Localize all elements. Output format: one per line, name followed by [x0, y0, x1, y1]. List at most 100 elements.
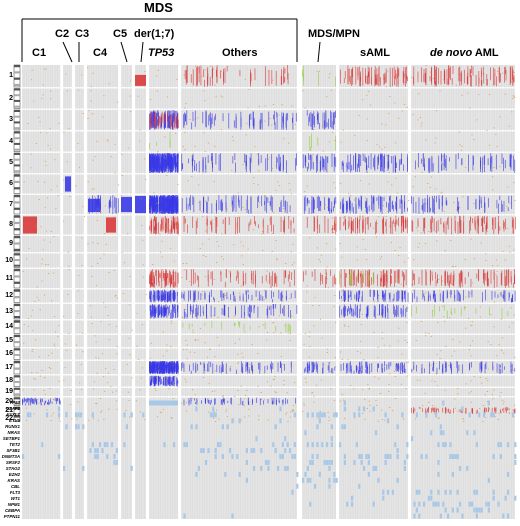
cnv-event: [190, 195, 191, 210]
small-event: [413, 259, 414, 260]
panel-der17-chr3: [135, 110, 146, 130]
mutation-cell: [368, 472, 370, 477]
cnv-event: [314, 111, 315, 124]
small-event: [405, 340, 406, 341]
cnv-event: [154, 216, 155, 222]
small-event: [496, 368, 497, 369]
mutation-cell: [433, 502, 435, 507]
panel-der17-chr16: [135, 349, 146, 360]
mutation-cell: [401, 412, 403, 417]
small-event: [471, 356, 472, 357]
mutation-cell: [333, 478, 335, 483]
small-event: [246, 123, 247, 124]
cnv-event: [250, 158, 251, 173]
ideogram-band: [14, 341, 20, 343]
small-event: [43, 94, 44, 95]
cnv-event: [267, 365, 268, 369]
cnv-event: [348, 306, 349, 311]
cnv-event: [239, 322, 240, 328]
small-event: [158, 70, 159, 71]
small-event: [232, 136, 233, 137]
cnv-event: [350, 291, 351, 294]
cnv-event: [476, 274, 477, 279]
cnv-event: [341, 364, 342, 371]
small-event: [198, 339, 199, 340]
small-event: [94, 156, 95, 157]
cnv-event: [200, 201, 201, 211]
small-event: [321, 338, 322, 339]
mutation-cell: [488, 508, 490, 513]
small-event: [502, 73, 503, 74]
mutation-cell: [481, 508, 483, 513]
small-event: [497, 271, 498, 272]
small-event: [290, 412, 291, 413]
mutation-cell: [58, 454, 60, 459]
small-event: [59, 381, 60, 382]
cnv-event: [167, 306, 168, 310]
small-event: [176, 79, 177, 80]
cnv-event: [343, 290, 344, 296]
cnv-event: [286, 291, 287, 301]
small-event: [235, 324, 236, 325]
cnv-event: [459, 293, 460, 302]
small-event: [492, 189, 493, 190]
small-event: [320, 319, 321, 320]
mutation-cell: [404, 460, 406, 465]
small-event: [397, 363, 398, 364]
cnv-event: [159, 291, 160, 301]
cnv-event: [156, 142, 157, 146]
cnv-event: [503, 220, 504, 229]
cnv-event: [313, 362, 314, 372]
cnv-event: [186, 269, 187, 279]
cnv-event: [365, 218, 366, 234]
mutation-cell: [239, 472, 241, 477]
cnv-event: [446, 362, 447, 372]
small-event: [54, 316, 55, 317]
cnv-event: [435, 272, 436, 279]
small-event: [233, 140, 234, 141]
cnv-event: [172, 365, 173, 372]
small-event: [161, 412, 162, 413]
small-event: [94, 196, 95, 197]
small-event: [48, 264, 49, 265]
mutation-cell: [457, 454, 459, 459]
cnv-event: [150, 362, 151, 367]
cnv-event: [243, 274, 244, 281]
ideogram-band: [14, 127, 20, 129]
small-event: [197, 312, 198, 313]
small-event: [41, 264, 42, 265]
cnv-event: [248, 294, 249, 299]
cnv-event: [248, 313, 249, 316]
cnv-event: [312, 113, 313, 129]
small-event: [293, 410, 294, 411]
small-event: [490, 314, 491, 315]
cnv-event: [344, 78, 345, 83]
cnv-event: [330, 270, 331, 276]
small-event: [321, 275, 322, 276]
cnv-event: [166, 270, 167, 279]
cnv-event: [290, 310, 291, 318]
cnv-event: [352, 309, 353, 317]
cnv-event: [261, 196, 262, 206]
small-event: [513, 72, 514, 73]
small-event: [362, 99, 363, 100]
cnv-event: [245, 273, 246, 284]
cnv-event: [165, 364, 166, 373]
panel-c1-chr14: [22, 321, 60, 334]
ideogram-band: [14, 164, 20, 166]
cnv-event: [426, 271, 427, 285]
small-event: [277, 182, 278, 183]
cnv-event: [100, 195, 101, 213]
small-event: [30, 154, 31, 155]
cnv-event: [266, 290, 267, 299]
cnv-event: [220, 153, 221, 171]
cnv-event: [422, 408, 423, 412]
cnv-event: [432, 271, 433, 275]
mutation-cell: [123, 412, 125, 417]
cnv-event: [512, 294, 513, 302]
panel-c1-chr1: [22, 65, 60, 87]
small-event: [501, 319, 502, 320]
cnv-event: [311, 112, 312, 127]
mutation-cell: [425, 454, 427, 459]
